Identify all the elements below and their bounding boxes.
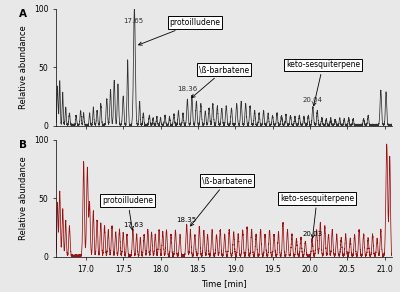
Text: B: B (19, 140, 27, 150)
Text: 18.36: 18.36 (177, 86, 198, 92)
Text: protoilludene: protoilludene (102, 196, 153, 230)
Y-axis label: Relative abundance: Relative abundance (19, 25, 28, 109)
Text: \ß-barbatene: \ß-barbatene (190, 176, 252, 226)
Text: protoilludene: protoilludene (138, 18, 220, 45)
Text: A: A (19, 9, 27, 19)
Text: keto-sesquiterpene: keto-sesquiterpene (286, 60, 360, 106)
X-axis label: Time [min]: Time [min] (201, 279, 247, 288)
Text: \ß-barbatene: \ß-barbatene (192, 65, 250, 98)
Text: 18.35: 18.35 (177, 217, 197, 223)
Text: 20.04: 20.04 (303, 98, 323, 103)
Text: 20.03: 20.03 (302, 231, 322, 237)
Text: keto-sesquiterpene: keto-sesquiterpene (280, 194, 354, 238)
Text: 17.65: 17.65 (124, 18, 144, 24)
Text: 17.63: 17.63 (123, 222, 143, 227)
Y-axis label: Relative abundance: Relative abundance (19, 157, 28, 240)
